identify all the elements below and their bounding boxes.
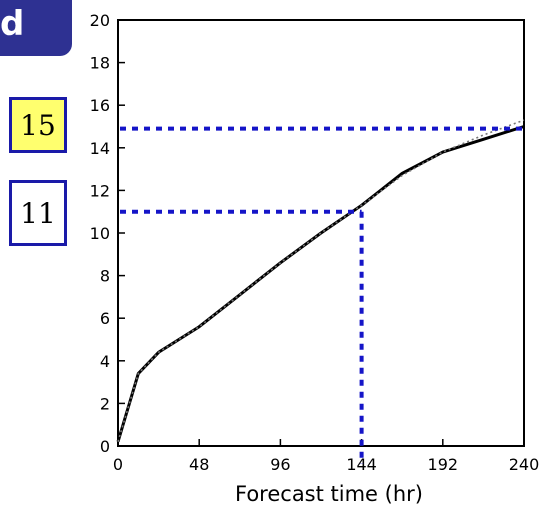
upper-value-box: 15 — [9, 97, 67, 153]
guide-lines — [120, 129, 528, 464]
y-tick-label: 2 — [100, 394, 110, 413]
x-tick-label: 48 — [189, 455, 209, 474]
x-tick-label: 96 — [270, 455, 290, 474]
y-tick-label: 10 — [90, 224, 110, 243]
lower-value-box: 11 — [9, 180, 67, 246]
y-tick-label: 12 — [90, 181, 110, 200]
series-line-dotted — [118, 120, 524, 442]
y-tick-label: 8 — [100, 267, 110, 286]
series-lines — [118, 120, 524, 442]
x-axis-ticks: 0 48 96 144 192 240 — [113, 439, 539, 474]
x-axis-title: Forecast time (hr) — [235, 482, 423, 506]
series-line-solid — [118, 127, 524, 442]
x-tick-label: 240 — [509, 455, 540, 474]
y-tick-label: 16 — [90, 96, 110, 115]
y-tick-label: 4 — [100, 352, 110, 371]
lower-value-label: 11 — [20, 197, 56, 230]
y-tick-label: 6 — [100, 309, 110, 328]
upper-value-label: 15 — [20, 109, 56, 142]
y-tick-label: 20 — [90, 11, 110, 30]
x-tick-label: 192 — [428, 455, 459, 474]
x-tick-label: 144 — [346, 455, 377, 474]
y-tick-label: 0 — [100, 437, 110, 456]
y-tick-label: 14 — [90, 139, 110, 158]
panel-label-badge: d — [0, 0, 72, 56]
x-tick-label: 0 — [113, 455, 123, 474]
y-axis-ticks: 0 2 4 6 8 10 12 14 16 18 20 — [90, 11, 125, 456]
y-tick-label: 18 — [90, 54, 110, 73]
panel-label: d — [0, 0, 24, 48]
